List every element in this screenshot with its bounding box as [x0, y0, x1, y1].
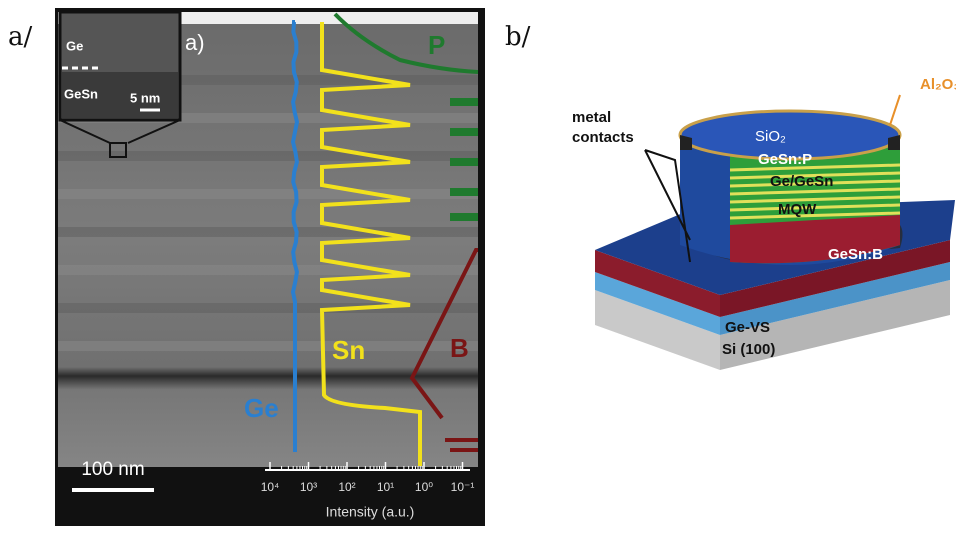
contact-pointer [644, 149, 691, 263]
gesnb-layer [720, 240, 950, 317]
b-profile [409, 248, 478, 452]
si-layer [720, 280, 950, 370]
x-tick-label: 10⁴ [261, 480, 280, 494]
stripe [58, 265, 478, 275]
qw-stripe [729, 195, 901, 204]
sn-profile [319, 22, 422, 466]
device-label: Si (100) [722, 341, 775, 358]
zoom-box [109, 142, 127, 158]
device-label: Ge-VS [725, 319, 770, 336]
panel-label: b/ [505, 22, 531, 52]
profile-label: B [450, 333, 469, 363]
inset-label: GeSn [64, 86, 98, 101]
x-tick-label: 10⁻¹ [451, 480, 475, 494]
device-schematic [595, 94, 955, 370]
si-layer [595, 290, 720, 370]
stripe [58, 341, 478, 351]
device-label: Ge/GeSn [770, 173, 833, 190]
device-label: Al₂O₃ [920, 76, 956, 93]
stripe [58, 151, 478, 161]
x-tick-label: 10¹ [377, 480, 394, 494]
gesnb-layer [595, 250, 720, 317]
inset-label: Ge [66, 38, 83, 53]
profile-label: Ge [244, 393, 279, 423]
scale-label: 100 nm [81, 459, 144, 480]
stripe [58, 189, 478, 199]
inset-scale-label: 5 nm [130, 90, 160, 105]
mesa-gesnb [730, 215, 900, 264]
qw-stripe [729, 211, 901, 220]
qw-stripe [729, 171, 901, 180]
profile-label: Sn [332, 335, 365, 365]
panel-label: a/ [8, 22, 33, 52]
device-label: GeSn:B [828, 246, 883, 263]
gevs-layer [720, 262, 950, 335]
gevs-layer [595, 272, 720, 335]
ge-profile [290, 20, 300, 452]
sub-label: a) [185, 30, 205, 55]
stripe [58, 303, 478, 313]
device-label: SiO₂ [755, 128, 786, 145]
x-tick-label: 10⁰ [415, 480, 433, 494]
al2o3-pointer [889, 94, 901, 126]
qw-stripe [729, 163, 901, 172]
qw-stripe [729, 187, 901, 196]
zoom-lines [59, 119, 181, 144]
x-axis-ticks: 10⁴ 10³ 10² 10¹ 10⁰ 10⁻¹ [261, 462, 475, 494]
qw-stripe [729, 203, 901, 212]
device-label: metal contacts [572, 109, 634, 146]
x-tick-label: 10³ [300, 480, 317, 494]
device-label: GeSn:P [758, 151, 812, 168]
qw-stripe [729, 179, 901, 188]
axis-label: Intensity (a.u.) [326, 504, 415, 520]
profile-label: P [428, 30, 445, 60]
x-tick-label: 10² [338, 480, 355, 494]
layer-stripes [58, 75, 478, 351]
stripe [58, 75, 478, 85]
p-profile [333, 12, 479, 221]
device-label: MQW [778, 201, 817, 218]
stripe [58, 227, 478, 237]
stripe [58, 113, 478, 123]
mqw-stripes [729, 163, 901, 220]
